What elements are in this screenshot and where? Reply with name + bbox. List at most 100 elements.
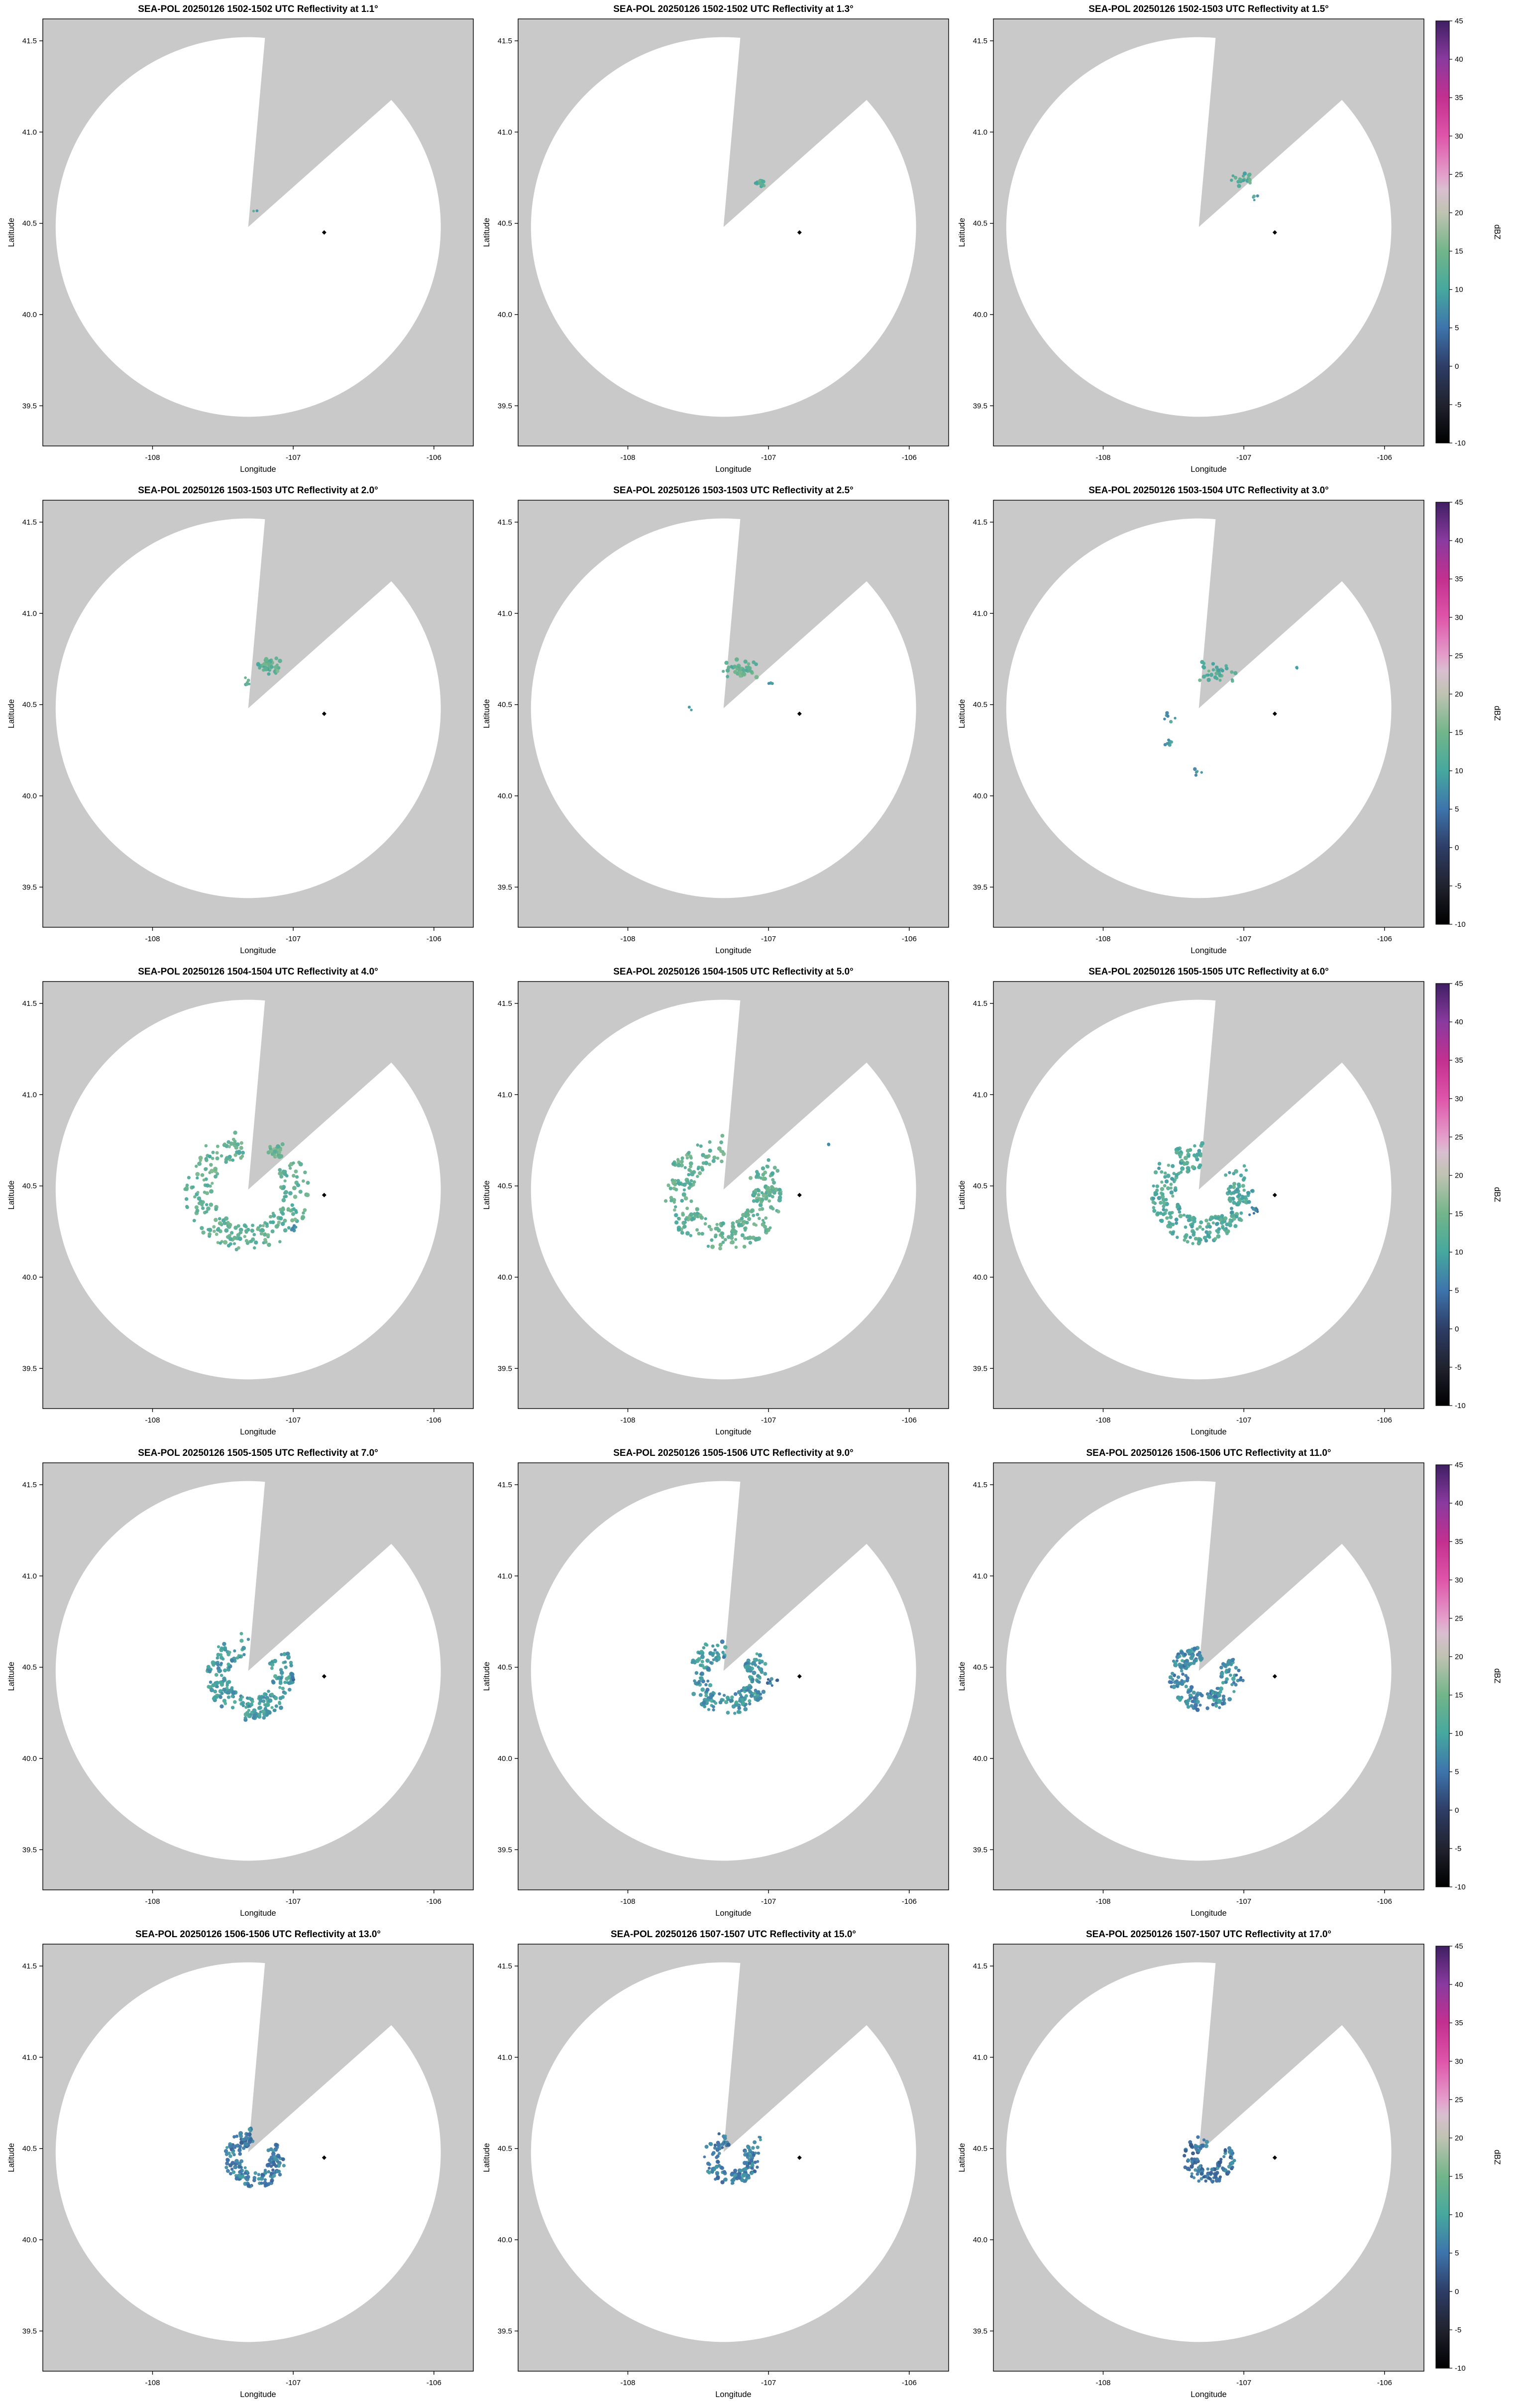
echo-point <box>211 1660 216 1665</box>
echo-point <box>1201 1227 1204 1231</box>
echo-point <box>1179 1664 1183 1669</box>
echo-point <box>1164 1198 1168 1202</box>
echo-point <box>197 1161 202 1166</box>
echo-point <box>218 1695 222 1699</box>
y-axis-label: Latitude <box>7 1662 16 1691</box>
echo-point <box>1218 1706 1221 1709</box>
echo-point <box>282 2164 286 2168</box>
colorbar-tick-label: 5 <box>1455 1768 1459 1776</box>
echo-point <box>271 1211 275 1215</box>
echo-point <box>734 1692 738 1696</box>
echo-point <box>726 674 730 678</box>
y-tick-label: 40.0 <box>973 1754 987 1763</box>
echo-point <box>1231 174 1235 178</box>
echo-point <box>272 2174 276 2178</box>
echo-point <box>1164 1179 1169 1184</box>
echo-point <box>238 1697 243 1702</box>
echo-point <box>199 1199 203 1203</box>
echo-point <box>216 1652 220 1657</box>
axes-border <box>993 18 1424 446</box>
echo-point <box>263 2171 268 2175</box>
echo-point <box>1191 1699 1194 1703</box>
echo-point <box>714 2178 717 2181</box>
echo-point <box>290 1672 295 1677</box>
echo-point <box>1187 2159 1191 2162</box>
echo-points <box>252 209 259 213</box>
colorbar-tick-label: 20 <box>1455 209 1463 217</box>
x-tick-label: -108 <box>1095 935 1110 943</box>
echo-point <box>706 2162 710 2166</box>
echo-point <box>1179 1155 1182 1159</box>
echo-point <box>769 1681 772 1685</box>
echo-point <box>1153 1170 1158 1175</box>
echo-points <box>664 1134 831 1251</box>
echo-point <box>777 1188 781 1192</box>
axes-border <box>42 500 474 928</box>
echo-point <box>291 1680 295 1684</box>
echo-point <box>225 2146 229 2149</box>
colorbar-label: dBZ <box>1493 706 1502 721</box>
echo-point <box>1236 180 1240 184</box>
echo-point <box>264 657 269 661</box>
x-tick-label: -106 <box>1377 1416 1392 1424</box>
echo-point <box>681 1220 686 1225</box>
echo-point <box>1230 1683 1234 1686</box>
echo-point <box>1197 1238 1201 1243</box>
colorbar-tick-label: -10 <box>1455 920 1466 929</box>
echo-point <box>1191 1242 1194 1245</box>
echo-point <box>1253 199 1256 202</box>
echo-point <box>213 1229 216 1233</box>
echo-point <box>229 1141 234 1146</box>
echo-point <box>752 1199 756 1203</box>
echo-point <box>234 1145 238 1150</box>
y-tick-label: 39.5 <box>973 1364 987 1373</box>
echo-point <box>709 2142 713 2146</box>
echo-point <box>708 1162 712 1166</box>
echo-point <box>1246 1191 1251 1195</box>
echo-point <box>219 1673 223 1677</box>
echo-point <box>1169 1183 1173 1186</box>
echo-point <box>1206 1234 1211 1238</box>
colorbar-tick-label: 35 <box>1455 2019 1463 2027</box>
y-tick-label: 41.5 <box>498 1962 512 1970</box>
echo-point <box>726 1711 730 1715</box>
echo-point <box>1207 669 1210 673</box>
echo-point <box>1242 1189 1246 1192</box>
echo-point <box>723 1238 727 1242</box>
plot-area <box>518 19 949 446</box>
echo-point <box>1168 743 1172 747</box>
echo-point <box>1174 1186 1178 1190</box>
plot-area <box>43 19 473 446</box>
echo-point <box>674 1188 678 1192</box>
echo-point <box>279 1670 284 1675</box>
echo-point <box>1230 178 1233 182</box>
echo-point <box>1230 1206 1233 1210</box>
echo-point <box>267 672 271 676</box>
echo-point <box>691 1692 696 1696</box>
echo-point <box>262 662 266 666</box>
echo-point <box>1183 1652 1187 1656</box>
axes-border <box>42 1462 474 1890</box>
echo-point <box>1176 1235 1179 1239</box>
echo-point <box>756 1679 759 1683</box>
echo-point <box>1190 2172 1193 2176</box>
echo-point <box>1206 2167 1209 2171</box>
echo-point <box>713 2146 717 2150</box>
echo-point <box>723 1694 726 1697</box>
echo-point <box>277 1155 282 1159</box>
echo-point <box>235 1150 239 1154</box>
y-tick-label: 41.0 <box>498 609 512 618</box>
echo-point <box>257 2173 261 2177</box>
echo-point <box>223 1240 228 1245</box>
echo-point <box>270 665 274 669</box>
echo-point <box>699 1676 704 1681</box>
echo-point <box>1225 1668 1229 1672</box>
echo-point <box>766 1158 770 1162</box>
echo-point <box>1204 1230 1208 1234</box>
echo-point <box>239 1156 243 1160</box>
colorbar-tick-label: 0 <box>1455 844 1459 852</box>
echo-point <box>211 1683 216 1687</box>
y-axis-label: Latitude <box>482 2143 491 2173</box>
echo-point <box>1224 1173 1228 1177</box>
echo-point <box>263 1692 267 1697</box>
